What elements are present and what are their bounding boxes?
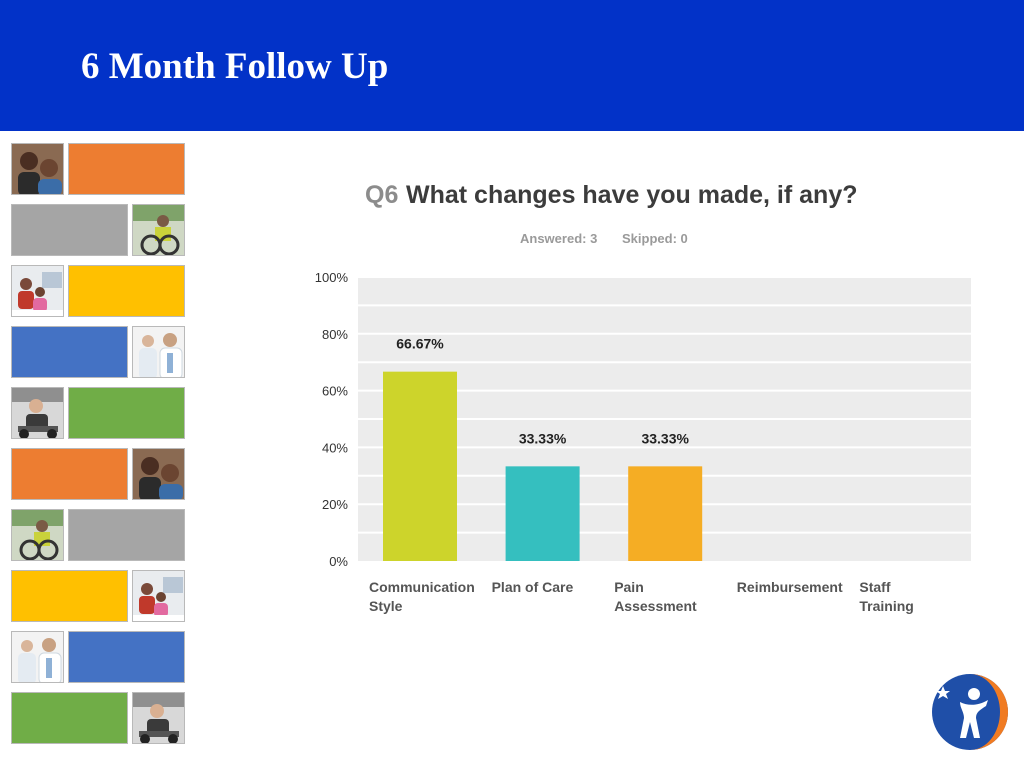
x-tick-label: Staff [859, 579, 890, 595]
doctors-photo [11, 631, 64, 683]
wheelchair-photo [132, 204, 185, 256]
person-star-logo-icon [932, 674, 1008, 750]
decorative-color-tile [68, 265, 185, 317]
patient-photo [132, 692, 185, 744]
y-tick-label: 60% [322, 384, 348, 399]
doctors-photo [132, 326, 185, 378]
family-photo [11, 265, 64, 317]
wheelchair-photo [11, 509, 64, 561]
decorative-color-tile [11, 448, 128, 500]
chart-title: What changes have you made, if any? [406, 181, 858, 209]
decorative-color-tile [11, 692, 128, 744]
slide-title: 6 Month Follow Up [81, 46, 389, 87]
x-tick-label: Plan of Care [492, 579, 574, 595]
decorative-color-tile [11, 326, 128, 378]
decorative-color-tile [68, 509, 185, 561]
bar [383, 371, 457, 561]
data-label: 33.33% [641, 430, 689, 446]
people-photo [132, 448, 185, 500]
bar [505, 466, 580, 561]
x-tick-label: Reimbursement [737, 579, 843, 595]
decorative-color-tile [11, 570, 128, 622]
y-tick-label: 20% [322, 497, 348, 512]
bar-chart: Q6 What changes have you made, if any? Ans… [300, 170, 990, 630]
data-label: 66.67% [396, 336, 444, 352]
decorative-color-tile [68, 143, 185, 195]
x-tick-label: Communication [369, 579, 475, 595]
x-tick-label: Assessment [614, 598, 697, 614]
y-tick-label: 0% [329, 554, 348, 569]
organization-logo [930, 672, 1010, 752]
y-tick-label: 80% [322, 327, 348, 342]
y-tick-label: 100% [315, 270, 349, 285]
decorative-color-tile [68, 387, 185, 439]
skipped-count: Skipped: 0 [622, 231, 688, 246]
x-tick-label: Style [369, 598, 403, 614]
family-photo [132, 570, 185, 622]
data-label: 33.33% [519, 430, 567, 446]
bar-chart-svg: Q6 What changes have you made, if any? Ans… [315, 181, 971, 614]
decorative-color-tile [11, 204, 128, 256]
patient-photo [11, 387, 64, 439]
bar [628, 466, 703, 561]
answered-count: Answered: 3 [520, 231, 597, 246]
header-bar: 6 Month Follow Up [0, 0, 1024, 131]
x-tick-label: Training [859, 598, 913, 614]
people-photo [11, 143, 64, 195]
decorative-color-tile [68, 631, 185, 683]
x-tick-label: Pain [614, 579, 644, 595]
question-number: Q6 [365, 181, 398, 209]
y-tick-label: 40% [322, 440, 348, 455]
